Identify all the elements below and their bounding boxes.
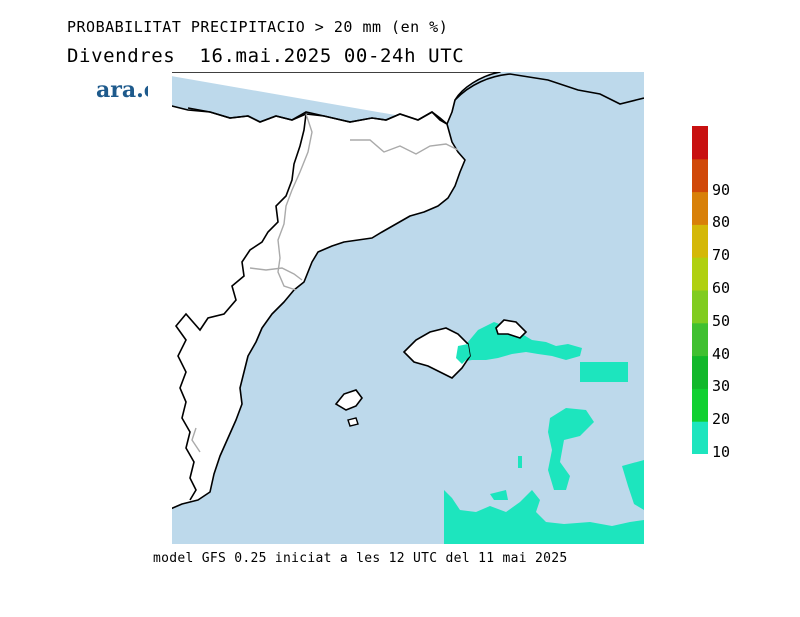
precip-area-east-2 <box>548 408 594 490</box>
island-ibiza <box>334 389 363 411</box>
legend-bin-1 <box>692 388 708 422</box>
province-border-southwest <box>191 427 201 453</box>
province-borders <box>191 113 459 453</box>
legend-bin-9 <box>692 126 708 160</box>
legend-bin-2 <box>692 355 708 389</box>
legend-colorbar <box>692 126 708 454</box>
legend-label-4: 50 <box>712 311 731 330</box>
precip-area-small-1 <box>490 490 508 500</box>
legend-label-3: 40 <box>712 344 731 363</box>
legend-bin-0 <box>692 421 708 454</box>
precip-area-east-1 <box>580 362 628 382</box>
legend-label-1: 20 <box>712 410 731 429</box>
legend-label-8: 90 <box>712 180 731 199</box>
legend-bin-6 <box>692 224 708 258</box>
legend-bin-8 <box>692 158 708 193</box>
precip-area-balearics <box>456 322 582 362</box>
legend-label-7: 80 <box>712 213 731 232</box>
western-border-line <box>174 113 307 501</box>
precip-areas <box>444 322 644 544</box>
province-border-south <box>249 267 303 281</box>
precip-area-small-2 <box>518 456 522 468</box>
map-subtitle: Divendres 16.mai.2025 00-24h UTC <box>67 45 465 67</box>
island-menorca <box>495 319 528 339</box>
precip-area-south-1 <box>444 490 644 544</box>
land-west-strip <box>148 72 172 544</box>
legend-label-5: 60 <box>712 279 731 297</box>
island-formentera <box>347 417 359 427</box>
province-border-west <box>277 113 313 291</box>
island-mallorca-precip-overlay <box>456 344 470 364</box>
legend-bin-7 <box>692 191 708 225</box>
northern-border-line <box>187 107 448 125</box>
map-title: PROBABILITAT PRECIPITACIO > 20 mm (en %) <box>67 18 449 36</box>
legend-bin-5 <box>692 257 708 291</box>
model-info-footer: model GFS 0.25 iniciat a les 12 UTC del … <box>153 551 568 566</box>
map-canvas <box>148 72 644 544</box>
france-coast-line <box>454 73 644 105</box>
precip-area-southeast <box>622 460 644 510</box>
legend-label-6: 70 <box>712 246 731 265</box>
legend-bin-4 <box>692 290 708 324</box>
legend-label-0: 10 <box>712 443 731 461</box>
province-border-north <box>350 139 459 155</box>
legend-bin-3 <box>692 322 708 357</box>
legend-label-2: 30 <box>712 377 731 396</box>
